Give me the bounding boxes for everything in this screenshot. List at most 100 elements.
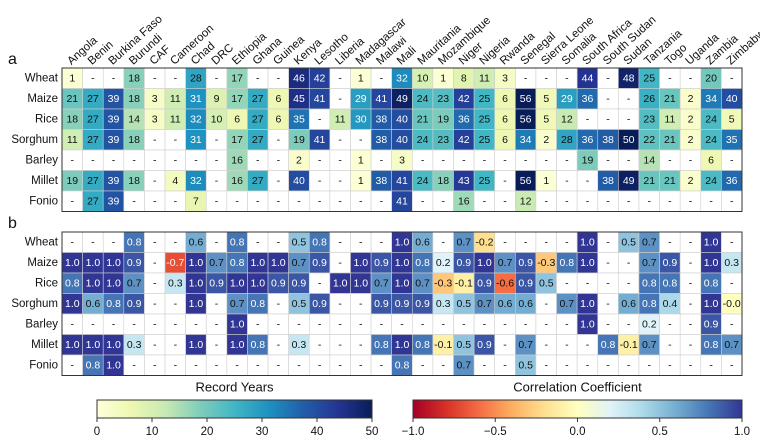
cell-label: - [215,175,219,187]
cell-label: 32 [396,73,408,85]
cell-label: - [194,360,198,372]
cell-label: 0.6 [86,298,101,310]
cell-label: - [277,360,281,372]
cell-label: 1 [358,155,364,167]
cell-label: 6 [502,93,508,105]
cell-label: 0.9 [477,339,492,351]
colorbar-tick-label: 1.0 [734,426,750,438]
cell-label: 2 [688,134,694,146]
cell-label: 27 [87,114,99,126]
cell-label: 0.3 [168,278,183,290]
cell-label: - [153,196,157,208]
y-tick-label: Sorghum [11,134,58,146]
cell-label: - [338,175,342,187]
cell-label: - [606,278,610,290]
colorbar-title: Record Years [195,379,274,394]
cell-label: - [565,196,569,208]
cell-label: - [421,155,425,167]
cell-label: 2 [688,114,694,126]
y-tick-label: Millet [31,175,59,187]
cell-label: 17 [231,134,243,146]
cell-label: 30 [355,114,367,126]
cell-label: 0.8 [312,237,327,249]
y-tick-label: Barley [25,318,58,330]
cell-label: 42 [458,93,470,105]
cell-label: - [153,73,157,85]
cell-label: - [606,196,610,208]
cell-label: - [709,196,713,208]
cell-label: - [318,339,322,351]
cell-label: - [627,93,631,105]
cell-label: - [441,237,445,249]
cell-label: 0.9 [415,298,430,310]
cell-label: -0.1 [434,339,452,351]
cell-label: - [91,237,95,249]
cell-label: - [297,196,301,208]
cell-label: - [730,196,734,208]
cell-label: 0.9 [292,278,307,290]
cell-label: 23 [437,93,449,105]
cell-label: - [359,134,363,146]
cell-label: - [544,319,548,331]
cell-label: 1.0 [580,319,595,331]
cell-label: 11 [67,134,78,146]
cell-label: - [668,319,672,331]
cell-label: 19 [293,134,305,146]
cell-label: 41 [396,196,408,208]
cell-label: - [153,155,157,167]
cell-label: 5 [543,93,549,105]
cell-label: 23 [643,114,655,126]
cell-label: 41 [314,93,326,105]
cell-label: 36 [726,175,738,187]
colorbar-tick-label: 20 [201,426,214,438]
cell-label: - [277,237,281,249]
cell-label: - [215,298,219,310]
cell-label: 1.0 [580,298,595,310]
cell-label: 46 [293,73,305,85]
cell-label: - [524,319,528,331]
cell-label: 1.0 [230,339,245,351]
cell-label: 0.9 [312,257,327,269]
cell-label: 3 [502,73,508,85]
cell-label: - [648,360,652,372]
cell-label: - [544,237,548,249]
cell-label: - [380,196,384,208]
cell-label: 1.0 [333,278,348,290]
cell-label: - [318,175,322,187]
cell-label: - [112,237,116,249]
cell-label: - [627,155,631,167]
cell-label: 38 [376,134,388,146]
cell-label: 0.9 [374,298,389,310]
cell-label: 0.7 [292,257,307,269]
cell-label: - [112,155,116,167]
cell-label: 5 [729,114,735,126]
cell-label: - [627,360,631,372]
cell-label: - [627,114,631,126]
cell-label: 0.7 [724,339,739,351]
cell-label: 1.0 [395,257,410,269]
cell-label: - [153,134,157,146]
cell-label: - [380,237,384,249]
cell-label: 25 [479,175,491,187]
cell-label: - [153,237,157,249]
cell-label: 26 [643,93,655,105]
cell-label: - [215,237,219,249]
cell-label: 0.7 [209,257,224,269]
cell-label: - [174,73,178,85]
cell-label: - [503,237,507,249]
cell-label: - [730,319,734,331]
cell-label: -0.3 [537,257,555,269]
cell-label: - [668,237,672,249]
colorbar-tick-label: −0.5 [484,426,507,438]
cell-label: 27 [87,93,99,105]
cell-label: - [730,155,734,167]
cell-label: 28 [190,73,202,85]
cell-label: 18 [128,175,140,187]
cell-label: 1.0 [86,278,101,290]
y-tick-label: Fonio [29,195,58,207]
cell-label: 1.0 [477,257,492,269]
cell-label: - [606,237,610,249]
cell-label: - [462,155,466,167]
cell-label: 29 [561,93,573,105]
cell-label: 0.3 [436,298,451,310]
